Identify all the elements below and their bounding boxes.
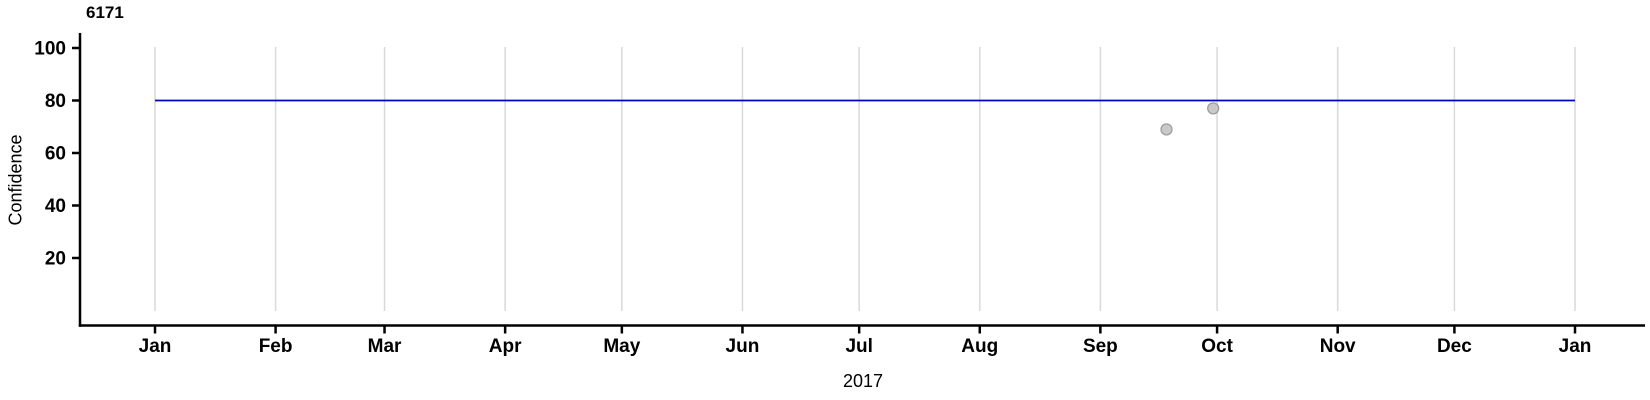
y-tick-label: 40 (45, 196, 66, 217)
x-tick-label: Jun (726, 336, 760, 357)
x-tick-label: Apr (489, 336, 522, 357)
y-tick-label: 20 (45, 249, 66, 270)
x-tick-label: Sep (1083, 336, 1118, 357)
x-tick-label: Feb (259, 336, 293, 357)
x-tick-label: Jan (139, 336, 172, 357)
y-tick-label: 60 (45, 144, 66, 165)
x-tick-label: Jan (1559, 336, 1592, 357)
x-tick-label: Mar (368, 336, 402, 357)
x-tick-label: Oct (1201, 336, 1233, 357)
x-tick-label: Aug (961, 336, 998, 357)
chart-title: 6171 (86, 3, 124, 22)
y-tick-label: 100 (34, 39, 66, 60)
y-tick-label: 80 (45, 91, 66, 112)
x-tick-label: Dec (1437, 336, 1472, 357)
y-axis-title: Confidence (5, 134, 26, 226)
data-point (1207, 102, 1220, 115)
data-point (1160, 123, 1173, 136)
x-tick-label: Jul (845, 336, 872, 357)
x-axis-year-label: 2017 (842, 371, 884, 391)
x-tick-label: May (603, 336, 640, 357)
x-tick-label: Nov (1320, 336, 1356, 357)
